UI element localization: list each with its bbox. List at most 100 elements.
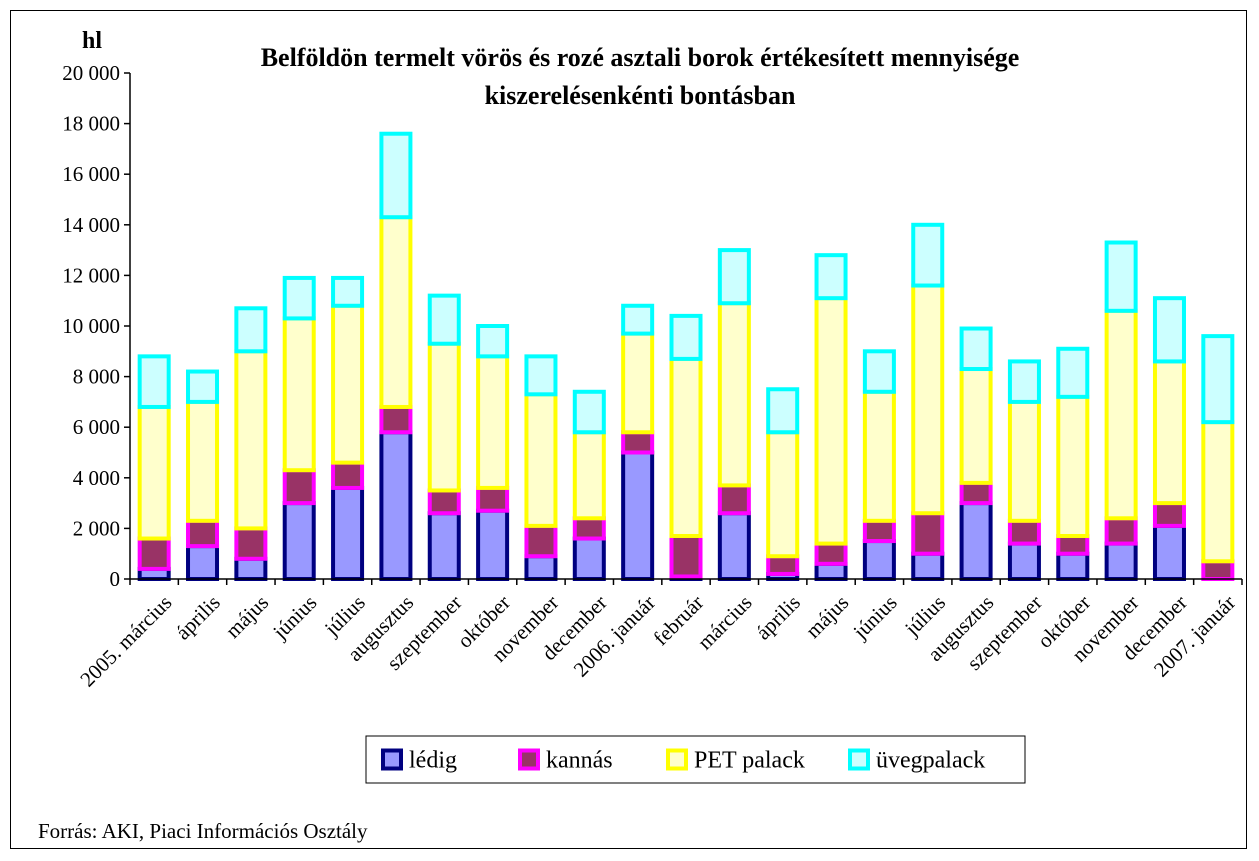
bar-segment (379, 404, 413, 435)
bar-stack (137, 354, 171, 582)
bar-segment (572, 389, 606, 435)
bar-segment (911, 551, 945, 582)
bar-stack (1152, 296, 1186, 581)
y-tick-label: 20 000 (62, 61, 120, 85)
x-tick-label: március (693, 590, 757, 654)
bar-segment (621, 430, 655, 455)
legend-swatch (848, 748, 870, 771)
bar-segment (379, 215, 413, 409)
bar-segment (1056, 533, 1090, 556)
bar-segment (282, 316, 316, 473)
x-tick-label: május (801, 590, 853, 642)
bar-segment (476, 324, 510, 359)
bar-segment (137, 536, 171, 571)
legend-label: kannás (546, 748, 613, 774)
y-tick-label: 14 000 (62, 213, 120, 237)
bar-stack (959, 326, 993, 582)
y-tick-label: 8 000 (73, 365, 120, 389)
bar-segment (766, 387, 800, 435)
bar-segment (234, 306, 268, 354)
bar-stack (717, 248, 751, 581)
x-axis-labels: 2005. márciusáprilismájusjúniusjúliusaug… (75, 590, 1240, 691)
bar-stack (1201, 334, 1235, 581)
x-tick-label: június (848, 590, 902, 644)
legend-label: lédig (409, 748, 457, 774)
legend-label: PET palack (694, 748, 805, 774)
legend-swatch (518, 748, 540, 771)
legend-box (365, 735, 1026, 784)
bar-segment (766, 554, 800, 576)
bar-segment (427, 341, 461, 493)
bar-segment (717, 483, 751, 516)
x-tick-label: május (221, 590, 273, 642)
bar-segment (669, 356, 703, 538)
bar-segment (814, 296, 848, 546)
bar-segment (1007, 359, 1041, 404)
bar-stack (911, 222, 945, 582)
bar-stack (862, 349, 896, 581)
bar-stack (1056, 346, 1090, 582)
bar-stack (524, 354, 558, 581)
bar-segment (572, 516, 606, 541)
bar-segment (379, 430, 413, 582)
bar-segment (427, 511, 461, 581)
legend-swatch (666, 748, 688, 771)
bar-segment (1201, 559, 1235, 581)
bar-segment (959, 326, 993, 372)
bar-segment (234, 349, 268, 531)
bar-segment (669, 313, 703, 361)
bar-segment (959, 501, 993, 582)
bar-segment (572, 536, 606, 582)
bar-stack (621, 303, 655, 581)
bar-segment (959, 480, 993, 506)
bar-segment (1152, 523, 1186, 581)
bar-stack (572, 389, 606, 582)
bar-segment (959, 367, 993, 485)
bar-stack (476, 324, 510, 581)
bar-segment (911, 222, 945, 288)
bar-segment (331, 303, 365, 465)
bar-segment (717, 511, 751, 581)
bar-segment (717, 248, 751, 306)
bar-stack (331, 275, 365, 582)
bar-segment (137, 404, 171, 541)
bar-segment (1007, 518, 1041, 546)
bar-segment (814, 541, 848, 566)
bar-segment (1056, 551, 1090, 582)
y-tick-label: 16 000 (62, 162, 120, 186)
bar-segment (1104, 240, 1138, 313)
bar-segment (524, 392, 558, 528)
bar-segment (1056, 394, 1090, 538)
bar-segment (186, 518, 220, 549)
bar-stack (1007, 359, 1041, 582)
bar-stack (766, 387, 800, 582)
bar-segment (1104, 308, 1138, 521)
bar-segment (524, 523, 558, 559)
legend-swatch (381, 748, 403, 771)
bar-segment (524, 354, 558, 397)
y-axis-ticks: 0 2 000 4 000 6 000 8 000 10 000 12 000 14 000 1… (62, 61, 130, 591)
bar-segment (1007, 399, 1041, 523)
bar-segment (186, 544, 220, 581)
x-tick-label: április (751, 590, 805, 644)
bar-stack (1104, 240, 1138, 582)
bar-stack (234, 306, 268, 582)
x-tick-label: június (268, 590, 322, 644)
x-tick-label: április (171, 590, 225, 644)
bar-segment (862, 389, 896, 523)
legend-label: üvegpalack (876, 748, 985, 774)
y-tick-label: 2 000 (73, 516, 120, 540)
bar-segment (1201, 420, 1235, 564)
bar-segment (1056, 346, 1090, 399)
bar-segment (572, 430, 606, 521)
bar-segment (476, 354, 510, 490)
bar-segment (1104, 516, 1138, 546)
bar-segment (331, 460, 365, 490)
bar-segment (911, 511, 945, 556)
bar-segment (282, 468, 316, 506)
y-axis-unit-label: hl (82, 28, 102, 54)
bar-segment (331, 485, 365, 582)
bar-segment (137, 354, 171, 409)
legend: lédig kannás PET palack üvegpalack (365, 735, 1026, 784)
